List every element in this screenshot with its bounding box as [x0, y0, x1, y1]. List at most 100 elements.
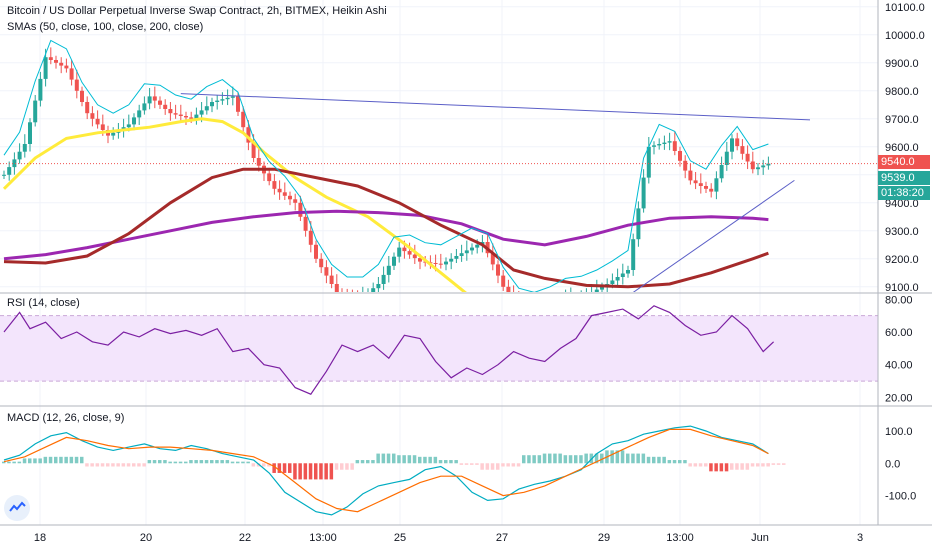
sma-line-50: [2, 117, 467, 292]
macd-histogram-bar: [683, 460, 687, 464]
macd-histogram-bar: [574, 455, 578, 464]
candle: [38, 71, 43, 107]
macd-histogram-bar: [376, 453, 380, 464]
macd-histogram-bar: [371, 460, 375, 464]
macd-histogram-bar: [267, 463, 271, 467]
candle: [693, 172, 698, 190]
candle: [2, 170, 6, 179]
candle: [262, 161, 266, 181]
x-tick-label: Jun: [751, 532, 769, 544]
macd-histogram-bar: [610, 450, 614, 464]
macd-histogram-bar: [579, 455, 583, 464]
macd-histogram-bar: [490, 463, 495, 470]
candle: [704, 181, 708, 193]
candle: [351, 289, 353, 292]
countdown-tag: 01:38:20: [878, 186, 930, 200]
macd-histogram-bar: [735, 463, 739, 470]
macd-pane[interactable]: [2, 425, 786, 516]
macd-histogram-bar: [745, 463, 750, 470]
macd-histogram-bar: [714, 463, 718, 472]
macd-histogram-bar: [750, 463, 755, 467]
candle: [565, 289, 567, 292]
macd-histogram-bar: [22, 458, 27, 464]
candle: [518, 291, 520, 292]
macd-histogram-bar: [485, 463, 490, 470]
macd-histogram-bar: [277, 463, 282, 473]
macd-histogram-bar: [64, 456, 68, 464]
prev-price-tag: 9539.0: [878, 171, 930, 185]
candle: [496, 260, 500, 284]
rsi-legend: RSI (14, close): [7, 297, 80, 309]
candle: [210, 97, 214, 113]
candle: [106, 125, 110, 144]
candle: [626, 265, 630, 278]
sma-legend: SMAs (50, close, 100, close, 200, close): [7, 21, 204, 33]
macd-histogram-bar: [137, 463, 141, 467]
candle: [33, 95, 38, 127]
last-price-tag: 9540.0: [878, 155, 930, 169]
macd-histogram-bar: [54, 456, 58, 464]
candle: [459, 244, 464, 262]
candle: [329, 267, 334, 289]
support-trendline: [632, 179, 795, 292]
macd-histogram-bar: [657, 456, 661, 464]
macd-histogram-bar: [771, 463, 776, 465]
macd-histogram-bar: [48, 456, 53, 464]
candle: [580, 290, 582, 292]
macd-histogram-bar: [532, 455, 536, 464]
candle: [490, 243, 495, 271]
macd-histogram-bar: [756, 463, 760, 467]
price-tick-label: 9200.0: [885, 254, 919, 266]
macd-histogram-bar: [444, 460, 448, 464]
macd-histogram-bar: [386, 453, 391, 464]
candle: [397, 242, 402, 263]
macd-histogram-bar: [631, 453, 635, 464]
macd-histogram-bar: [220, 460, 224, 464]
candle: [553, 298, 557, 312]
macd-histogram-bar: [142, 463, 146, 467]
x-tick-label: 27: [496, 532, 508, 544]
price-pane[interactable]: [0, 39, 878, 322]
macd-histogram-bar: [501, 463, 505, 467]
rsi-pane[interactable]: [0, 305, 878, 395]
candle: [548, 302, 552, 313]
macd-histogram-bar: [158, 460, 162, 464]
macd-histogram-bar: [100, 463, 105, 467]
candle: [652, 141, 656, 155]
macd-histogram-bar: [251, 463, 256, 467]
candle: [220, 92, 225, 105]
macd-histogram-bar: [511, 463, 516, 467]
macd-histogram-bar: [116, 463, 120, 467]
candle: [678, 146, 682, 167]
x-tick-label: 3: [857, 532, 863, 544]
macd-histogram-bar: [449, 460, 453, 464]
macd-histogram-bar: [163, 460, 167, 464]
price-tick-label: 10100.0: [885, 2, 925, 14]
macd-histogram-bar: [381, 453, 386, 464]
macd-histogram-bar: [740, 463, 744, 470]
candle: [121, 118, 126, 138]
macd-histogram-bar: [80, 456, 84, 464]
macd-tick-label: 0.0: [885, 458, 900, 470]
price-tick-label: 9800.0: [885, 86, 919, 98]
candle: [683, 155, 688, 179]
macd-histogram-bar: [672, 460, 677, 464]
macd-histogram-bar: [178, 461, 183, 464]
candle: [272, 174, 277, 195]
candle: [371, 282, 376, 292]
macd-histogram-bar: [28, 458, 32, 464]
macd-histogram-bar: [584, 453, 588, 464]
macd-histogram-bar: [184, 461, 188, 464]
macd-histogram-bar: [345, 463, 349, 470]
macd-histogram-bar: [38, 458, 42, 464]
candle: [667, 132, 672, 151]
macd-histogram-bar: [106, 463, 110, 467]
macd-histogram-bar: [475, 463, 479, 465]
candle: [376, 277, 381, 292]
candle: [267, 167, 272, 186]
candle: [761, 159, 766, 175]
x-tick-label: 13:00: [666, 532, 694, 544]
candle: [501, 270, 506, 291]
macd-histogram-bar: [204, 460, 209, 464]
candle: [714, 171, 719, 200]
